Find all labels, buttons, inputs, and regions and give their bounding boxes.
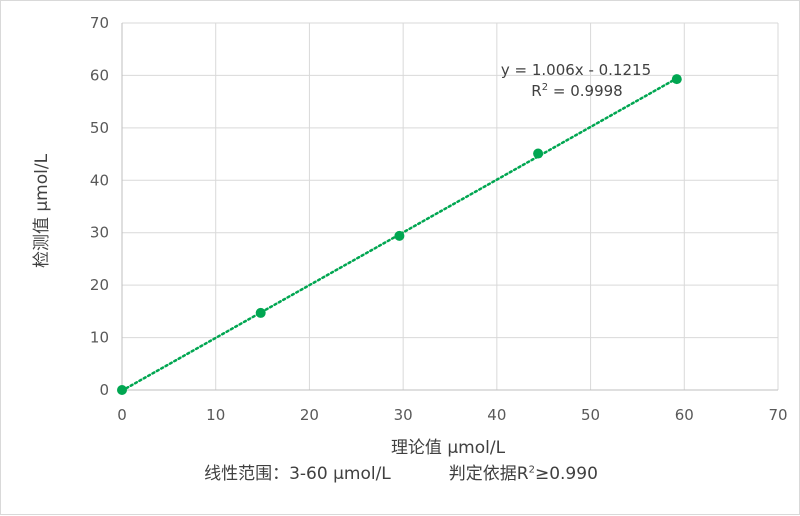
criterion-value: ≥0.990 xyxy=(534,464,598,484)
grid-lines xyxy=(122,22,779,390)
x-axis-title: 理论值 μmol/L xyxy=(391,438,506,458)
trendline-group xyxy=(120,77,679,392)
data-point xyxy=(117,385,127,395)
r-squared-letter: R xyxy=(531,82,541,100)
y-tick-label: 30 xyxy=(90,224,109,242)
criterion-label: 判定依据R2≥0.990 xyxy=(449,464,598,484)
r-squared-label: R2 = 0.9998 xyxy=(531,82,622,100)
data-point xyxy=(255,307,266,318)
criterion-sup: 2 xyxy=(528,464,535,476)
x-tick-label: 70 xyxy=(768,406,787,424)
x-tick-label: 30 xyxy=(394,406,413,424)
r-squared-sup: 2 xyxy=(542,82,548,93)
y-tick-label: 10 xyxy=(90,329,109,347)
x-tick-label: 10 xyxy=(206,406,225,424)
x-tick-label: 0 xyxy=(117,406,127,424)
trendline xyxy=(120,77,679,392)
tick-labels: 0 10 20 30 40 50 60 70 0 10 20 30 40 50 60 70 xyxy=(90,14,788,424)
y-tick-label: 50 xyxy=(90,119,109,137)
x-tick-label: 50 xyxy=(581,406,600,424)
criterion-prefix: 判定依据R xyxy=(448,464,529,484)
x-tick-label: 20 xyxy=(300,406,319,424)
y-axis-title: 检测值 μmol/L xyxy=(32,153,52,268)
r-squared-value: = 0.9998 xyxy=(548,82,623,100)
x-tick-label: 60 xyxy=(675,406,694,424)
y-tick-label: 70 xyxy=(90,14,109,32)
data-point xyxy=(394,230,405,241)
data-point xyxy=(671,74,682,85)
trendline-equation: y = 1.006x - 0.1215 xyxy=(501,61,651,79)
x-tick-label: 40 xyxy=(487,406,506,424)
chart-caption: 线性范围：3-60 μmol/L 判定依据R2≥0.990 xyxy=(1,459,800,484)
linear-range-label: 线性范围：3-60 μmol/L xyxy=(204,464,391,484)
y-tick-label: 40 xyxy=(90,171,109,189)
data-point xyxy=(533,148,544,159)
data-points xyxy=(117,74,682,395)
y-tick-label: 60 xyxy=(90,66,109,84)
axes xyxy=(121,23,778,391)
y-tick-label: 0 xyxy=(99,381,109,399)
y-tick-label: 20 xyxy=(90,276,109,294)
